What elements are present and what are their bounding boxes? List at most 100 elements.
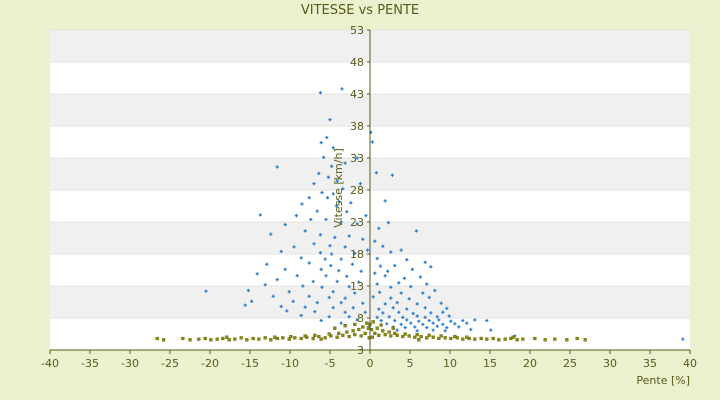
data-point-olive [419,334,423,339]
data-point-blue [447,314,451,318]
data-point-olive [269,338,273,342]
data-point-blue [361,237,365,241]
x-tick-label: 30 [603,357,617,370]
data-point-olive [329,334,333,338]
data-point-olive [381,329,385,333]
data-point-blue [399,248,403,252]
data-point-olive [479,336,483,341]
x-tick-label: -25 [161,357,179,370]
data-point-olive [239,336,243,340]
data-point-blue [377,307,381,311]
x-tick-label: 35 [643,357,657,370]
data-point-blue [345,210,349,214]
data-point-blue [415,302,419,306]
data-point-blue [329,263,333,268]
data-point-olive [353,333,357,337]
data-point-olive [245,338,249,342]
data-point-olive [366,326,370,330]
data-point-olive [473,337,477,341]
data-point-blue [275,278,279,282]
data-point-blue [393,318,397,323]
data-point-blue [399,291,403,295]
x-tick-label: -15 [241,357,259,370]
data-point-blue [425,326,429,330]
data-point-blue [397,310,401,314]
data-point-blue [431,328,435,332]
data-point-blue [421,291,425,295]
data-point-olive [215,337,219,341]
data-point-blue [364,214,368,218]
data-point-blue [300,202,304,206]
data-point-olive [443,336,447,340]
data-point-blue [319,267,323,271]
data-point-blue [395,328,399,332]
data-point-blue [299,313,303,318]
data-point-blue [340,87,344,91]
data-point-blue [461,318,465,323]
data-point-blue [441,322,445,326]
data-point-blue [378,264,382,268]
chart-title: VITESSE vs PENTE [301,3,419,18]
data-point-blue [307,261,311,265]
data-point-olive [233,337,237,341]
data-point-olive [343,324,347,328]
data-point-blue [326,175,330,179]
data-point-olive [155,336,159,341]
data-point-olive [363,331,367,335]
data-point-blue [358,182,362,186]
data-point-blue [355,222,359,226]
y-tick-label: 33 [350,152,364,165]
data-point-blue [410,267,414,271]
data-point-blue [393,263,397,268]
data-point-blue [303,229,307,233]
data-point-olive [449,336,453,341]
x-tick-label: -40 [41,357,59,370]
y-tick-label: 28 [350,184,364,197]
data-point-blue [322,155,326,159]
data-point-blue [283,267,287,271]
data-point-olive [401,334,405,339]
data-point-olive [367,336,371,340]
data-point-blue [285,309,289,313]
data-point-blue [413,325,417,329]
data-point-blue [337,199,341,204]
data-point-blue [331,192,335,196]
data-point-olive [317,334,321,339]
data-points [155,87,685,342]
data-point-blue [423,315,427,319]
data-point-olive [323,336,327,340]
data-point-blue [435,324,439,328]
data-point-olive [415,333,419,337]
data-point-blue [331,306,335,310]
data-point-blue [411,311,415,316]
data-point-olive [289,334,293,339]
data-point-blue [449,319,453,323]
data-point-olive [337,331,341,335]
data-point-blue [331,146,335,150]
data-point-olive [533,336,537,341]
data-point-blue [307,294,311,298]
data-point-olive [379,323,383,327]
x-tick-label: 25 [563,357,577,370]
data-point-blue [312,242,316,246]
y-tick-label: 53 [350,24,364,37]
data-point-olive [497,338,501,342]
data-point-blue [401,315,405,319]
y-tick-label: 38 [350,120,364,133]
data-point-blue [357,280,361,284]
data-point-blue [324,274,328,278]
data-point-blue [485,318,489,323]
data-point-blue [351,306,355,310]
data-point-blue [339,257,343,261]
x-tick-label: -20 [201,357,219,370]
data-point-blue [366,248,370,252]
data-point-blue [402,276,406,280]
data-point-blue [414,229,418,233]
data-point-blue [363,310,367,314]
data-point-blue [375,315,379,319]
data-point-blue [250,299,254,303]
data-point-olive [453,334,457,339]
data-point-blue [315,301,319,305]
data-point-blue [320,190,324,195]
data-point-blue [429,311,433,315]
